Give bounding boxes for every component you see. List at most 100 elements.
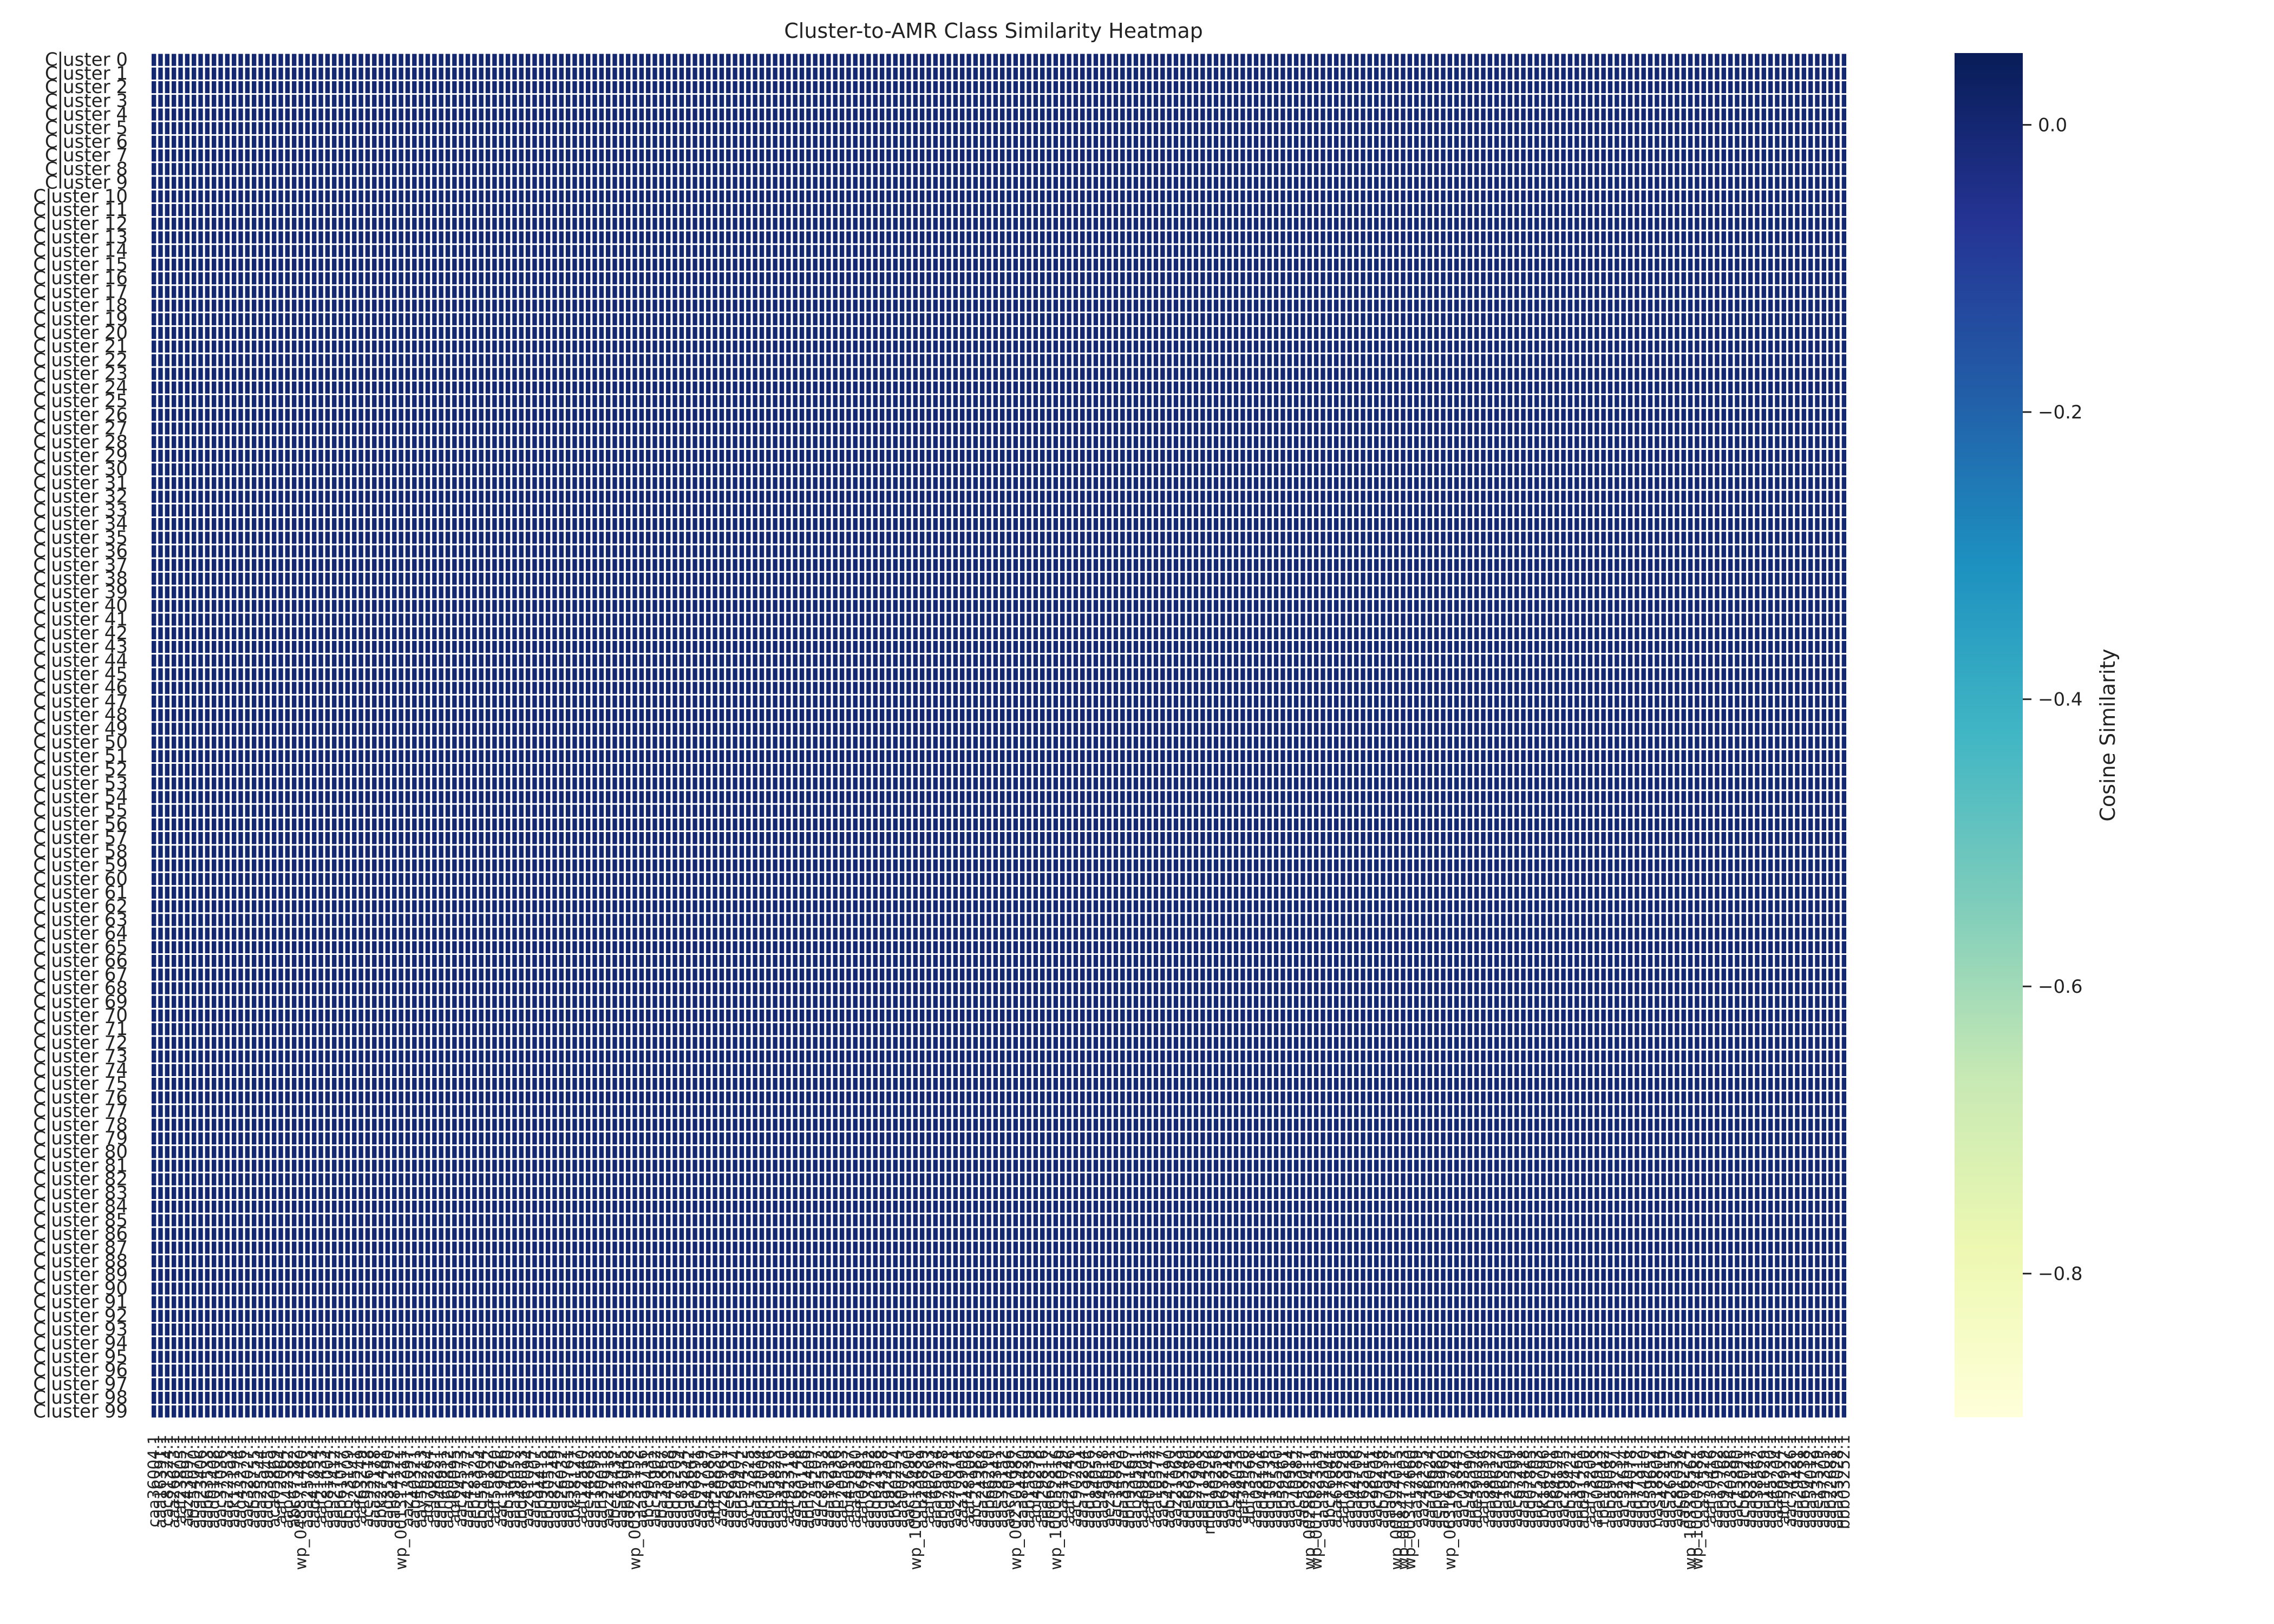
column-tick-label: aaz48275.1	[1414, 1435, 1433, 1527]
row-tick-label: Cluster 83	[33, 1182, 128, 1204]
column-tick-label: aaz35207.1	[806, 1435, 825, 1527]
column-tick-label: aaa59652.1	[1641, 1435, 1659, 1528]
row-tick-label: Cluster 14	[33, 240, 128, 262]
column-tick-label: aaa28051.1	[1361, 1435, 1379, 1528]
column-tick-label: aab50472.1	[733, 1435, 751, 1529]
column-tick-label: aaa54012.1	[1801, 1435, 1820, 1528]
column-tick-label: aad35290.1	[378, 1435, 397, 1529]
column-tick-label: aaf30416.1	[1701, 1435, 1720, 1524]
row-tick-label: Cluster 84	[33, 1196, 128, 1217]
column-tick-label: aab34910.1	[1635, 1435, 1653, 1529]
column-tick-label: aaf23805.1	[172, 1435, 190, 1524]
row-tick-label: Cluster 94	[33, 1332, 128, 1354]
column-tick-label: aae09341.1	[986, 1435, 1005, 1528]
column-tick-label: aag60812.1	[439, 1435, 457, 1529]
row-tick-label: Cluster 64	[33, 923, 128, 945]
column-tick-label: aaa52716.1	[632, 1435, 651, 1528]
row-tick-label: Cluster 49	[33, 718, 128, 739]
column-tick-label: aac81036.1	[1668, 1435, 1686, 1527]
column-tick-label: aap15823.1	[766, 1435, 785, 1529]
column-tick-label: abh71409.1	[799, 1435, 818, 1529]
column-tick-label: aac32027.1	[238, 1435, 257, 1527]
row-tick-label: Cluster 4	[45, 103, 128, 125]
column-tick-label: aac82553.1	[813, 1435, 831, 1527]
column-tick-label: abg30518.1	[539, 1435, 557, 1529]
row-tick-label: Cluster 81	[33, 1155, 128, 1176]
row-tick-label: Cluster 40	[33, 595, 128, 617]
column-tick-label: aab94415.1	[532, 1435, 551, 1529]
row-tick-label: Cluster 56	[33, 814, 128, 835]
column-tick-label: aaa97305.1	[1815, 1435, 1833, 1528]
row-tick-label: Cluster 26	[33, 404, 128, 425]
column-tick-label: aaa26032.1	[552, 1435, 571, 1528]
column-tick-label: aaa13642.1	[679, 1435, 697, 1528]
row-tick-label: Cluster 68	[33, 978, 128, 999]
column-tick-label: wp_003231152.1	[626, 1435, 644, 1570]
column-tick-label: aaa27412.1	[325, 1435, 343, 1528]
column-tick-label: aaa73618.1	[746, 1435, 764, 1528]
row-tick-label: Cluster 31	[33, 472, 128, 494]
column-tick-label: aaf21433.1	[312, 1435, 330, 1524]
column-tick-label: abc67382.1	[285, 1435, 303, 1528]
column-tick-label: aac14802.1	[1107, 1435, 1125, 1527]
column-tick-label: abe39024.1	[1467, 1435, 1486, 1529]
column-tick-label: abd48013.1	[512, 1435, 531, 1529]
column-tick-label: abh93167.1	[1120, 1435, 1139, 1529]
row-tick-label: Cluster 65	[33, 937, 128, 958]
column-tick-label: aaf73208.1	[1581, 1435, 1599, 1524]
column-tick-label: aah40931.1	[432, 1435, 450, 1529]
row-tick-label: Cluster 16	[33, 267, 128, 289]
column-tick-label: aaa90256.1	[1207, 1435, 1225, 1528]
column-tick-label: aaa42590.1	[1461, 1435, 1479, 1528]
row-tick-label: Cluster 55	[33, 800, 128, 822]
column-tick-label: abk80254.1	[886, 1435, 905, 1528]
column-tick-label: aad48196.1	[1253, 1435, 1272, 1529]
column-tick-label: ace93618.1	[358, 1435, 377, 1527]
row-tick-label: Cluster 75	[33, 1073, 128, 1095]
column-tick-label: aac06891.1	[686, 1435, 704, 1527]
row-tick-label: Cluster 50	[33, 732, 128, 754]
row-tick-label: Cluster 23	[33, 363, 128, 385]
column-tick-label: aaa22178.1	[365, 1435, 383, 1528]
column-tick-label: aaq62158.1	[866, 1435, 885, 1529]
column-tick-label: aaa51029.1	[1053, 1435, 1071, 1528]
row-tick-label: Cluster 9	[45, 172, 128, 194]
column-tick-label: aad38562.1	[1748, 1435, 1766, 1529]
row-tick-label: Cluster 99	[33, 1400, 128, 1422]
column-tick-label: aac21749.1	[1220, 1435, 1239, 1527]
column-tick-label: aaa42177.1	[459, 1435, 477, 1528]
row-tick-label: Cluster 66	[33, 950, 128, 972]
column-tick-label: aaf06981.1	[853, 1435, 871, 1524]
column-tick-label: aad01408.1	[205, 1435, 223, 1529]
column-tick-label: aab32908.1	[619, 1435, 637, 1529]
row-tick-label: Cluster 12	[33, 213, 128, 234]
column-tick-label: aab63533.1	[198, 1435, 217, 1529]
column-tick-label: aab92004.1	[753, 1435, 771, 1529]
column-tick-label: aaa80126.1	[793, 1435, 811, 1528]
column-tick-label: aaa50761.1	[559, 1435, 577, 1528]
row-tick-label: Cluster 41	[33, 609, 128, 631]
column-tick-label: aab88201.1	[1541, 1435, 1559, 1529]
column-tick-label: aaa12905.1	[953, 1435, 971, 1528]
colorbar-label: Cosine Similarity	[2096, 649, 2120, 821]
column-tick-label: aeb18325.1	[465, 1435, 483, 1529]
column-tick-label: aac29875.1	[1554, 1435, 1573, 1527]
column-tick-label: aaa29816.1	[1033, 1435, 1051, 1528]
column-tick-label: aap42382.1	[278, 1435, 297, 1529]
column-tick-label: aab66210.1	[979, 1435, 998, 1529]
row-tick-label: Cluster 44	[33, 650, 128, 671]
column-tick-label: aaa22353.1	[218, 1435, 237, 1528]
column-tick-label: aac15890.1	[1728, 1435, 1746, 1527]
column-tick-label: wp_002301987.1	[1007, 1435, 1025, 1570]
column-tick-label: aac63748.1	[786, 1435, 805, 1527]
column-tick-label: abd91250.1	[1574, 1435, 1593, 1529]
column-tick-label: aae58017.1	[1293, 1435, 1312, 1528]
column-tick-label: aaa05271.1	[1247, 1435, 1265, 1528]
colorbar: 0.0 −0.2 −0.4 −0.6 −0.8 Cosine Similarity	[1955, 53, 2120, 1417]
column-tick-label: acc17325.1	[739, 1435, 757, 1527]
column-tick-label: aag43276.1	[232, 1435, 250, 1529]
column-tick-label: aaa84420.1	[1013, 1435, 1031, 1528]
row-tick-label: Cluster 39	[33, 581, 128, 603]
row-tick-label: Cluster 24	[33, 377, 128, 398]
